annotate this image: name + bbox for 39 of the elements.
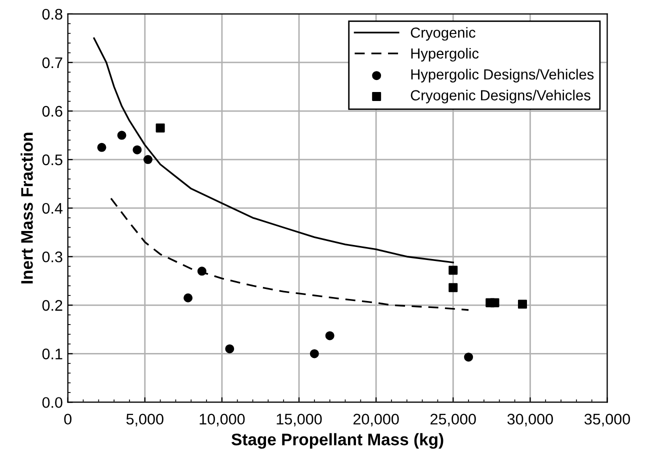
point [310,349,319,358]
point [464,352,474,362]
legend-label: Hypergolic Designs/Vehicles [411,68,594,82]
point [143,155,152,164]
y-tick-label: 0.8 [42,8,62,20]
line-series [110,198,470,311]
y-tick-label: 0.0 [42,397,62,408]
x-tick-label: 10,000 [200,414,245,426]
point [117,130,126,140]
y-tick-label: 0.2 [42,300,62,311]
x-axis-title: Stage Propellant Mass (kg) [232,433,444,449]
x-tick-label: 25,000 [430,414,476,426]
y-tick-label: 0.5 [42,154,62,166]
x-tick-label: 5,000 [126,414,164,426]
point [132,145,142,154]
x-tick-label: 0 [64,414,72,425]
point [156,124,165,133]
point [518,300,527,309]
point [490,298,500,308]
point [225,344,234,354]
legend-label: Hypergolic [411,48,479,62]
legend-label: Cryogenic [410,27,476,41]
y-tick-label: 0.7 [42,57,62,68]
y-tick-label: 0.1 [42,348,62,360]
point [97,142,106,152]
y-tick-label: 0.3 [42,251,62,262]
y-tick-label: 0.4 [42,202,63,214]
y-tick-label: 0.6 [42,106,62,117]
legend-label: Cryogenic Designs/Vehicles [410,90,590,104]
y-axis-title: Inert Mass Fraction [20,132,33,284]
point [325,331,334,340]
point [197,266,206,276]
point [448,283,458,292]
x-tick-label: 30,000 [507,414,553,426]
x-tick-label: 20,000 [353,414,399,426]
x-tick-label: 15,000 [276,414,322,426]
x-tick-label: 35,000 [584,414,630,426]
point [448,266,458,275]
point [184,293,193,302]
